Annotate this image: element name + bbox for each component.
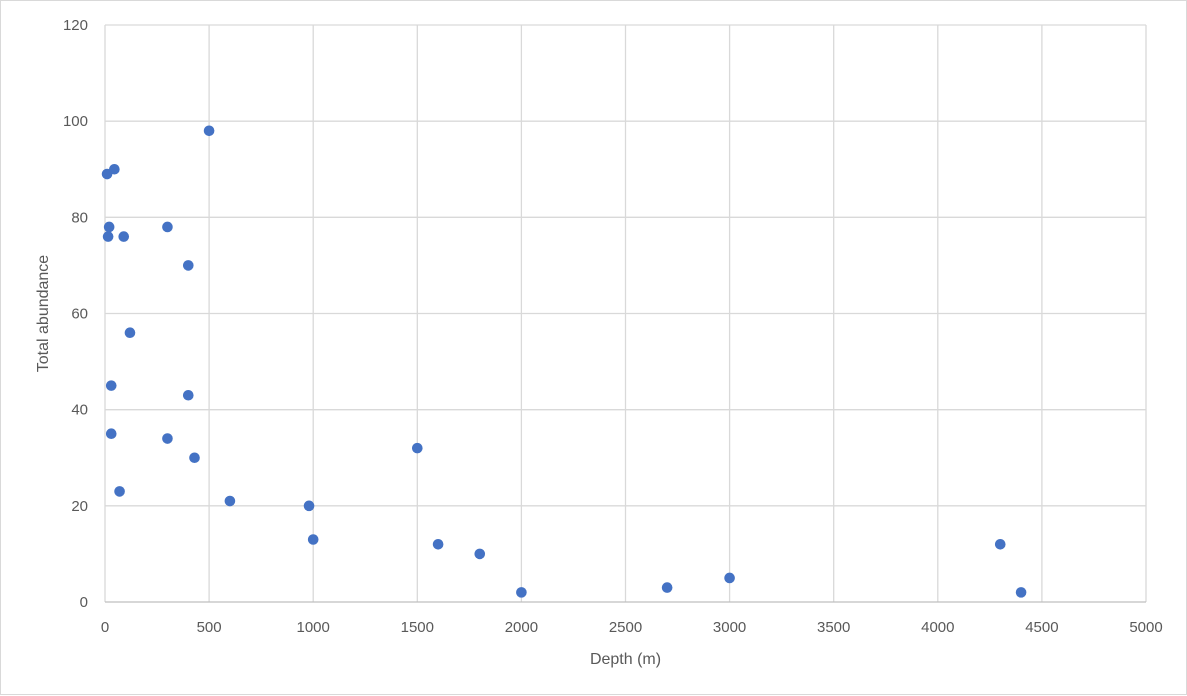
x-tick-label: 4000 — [921, 619, 954, 636]
y-tick-label: 100 — [63, 113, 88, 130]
data-point — [224, 495, 236, 507]
data-point — [102, 231, 114, 242]
data-point — [182, 260, 194, 271]
y-tick-label: 40 — [71, 402, 88, 419]
x-tick-label: 500 — [197, 619, 222, 636]
y-tick-label: 0 — [80, 594, 88, 611]
data-point — [516, 587, 527, 598]
data-point — [307, 534, 319, 545]
y-tick-label: 80 — [71, 209, 88, 226]
data-point — [661, 582, 673, 593]
data-point — [124, 327, 136, 339]
data-point — [162, 221, 173, 233]
y-tick-label: 120 — [63, 17, 88, 34]
data-point — [114, 486, 125, 497]
x-tick-label: 1500 — [401, 619, 434, 636]
data-point — [474, 548, 486, 560]
data-point — [105, 380, 117, 391]
data-point — [303, 500, 315, 512]
x-tick-label: 2500 — [609, 619, 642, 636]
y-tick-labels: 0 20 40 60 80 100 120 — [63, 17, 88, 611]
data-point — [189, 452, 200, 464]
data-point — [994, 539, 1006, 550]
data-point — [105, 428, 117, 440]
y-tick-label: 60 — [71, 306, 88, 323]
y-axis-title: Total abundance — [35, 255, 52, 373]
data-point — [412, 442, 423, 454]
x-tick-label: 5000 — [1129, 619, 1162, 636]
data-point — [432, 539, 444, 550]
x-tick-label: 4500 — [1025, 619, 1058, 636]
x-tick-label: 3500 — [817, 619, 850, 636]
x-tick-label: 0 — [101, 619, 109, 636]
data-point — [182, 389, 194, 401]
data-point — [162, 433, 173, 444]
data-point — [203, 125, 215, 137]
data-points — [101, 125, 1027, 598]
y-tick-label: 20 — [71, 498, 88, 515]
x-tick-label: 1000 — [297, 619, 330, 636]
x-tick-label: 3000 — [713, 619, 746, 636]
gridlines — [104, 24, 1147, 602]
x-axis-title: Depth (m) — [590, 651, 661, 668]
x-tick-label: 2000 — [505, 619, 538, 636]
data-point — [1015, 587, 1027, 598]
x-tick-labels: 0 500 1000 1500 2000 2500 3000 3500 4000 4500 5000 — [101, 619, 1163, 636]
data-point — [724, 572, 735, 584]
data-point — [118, 231, 130, 242]
data-point — [103, 221, 115, 233]
data-point — [109, 163, 120, 175]
